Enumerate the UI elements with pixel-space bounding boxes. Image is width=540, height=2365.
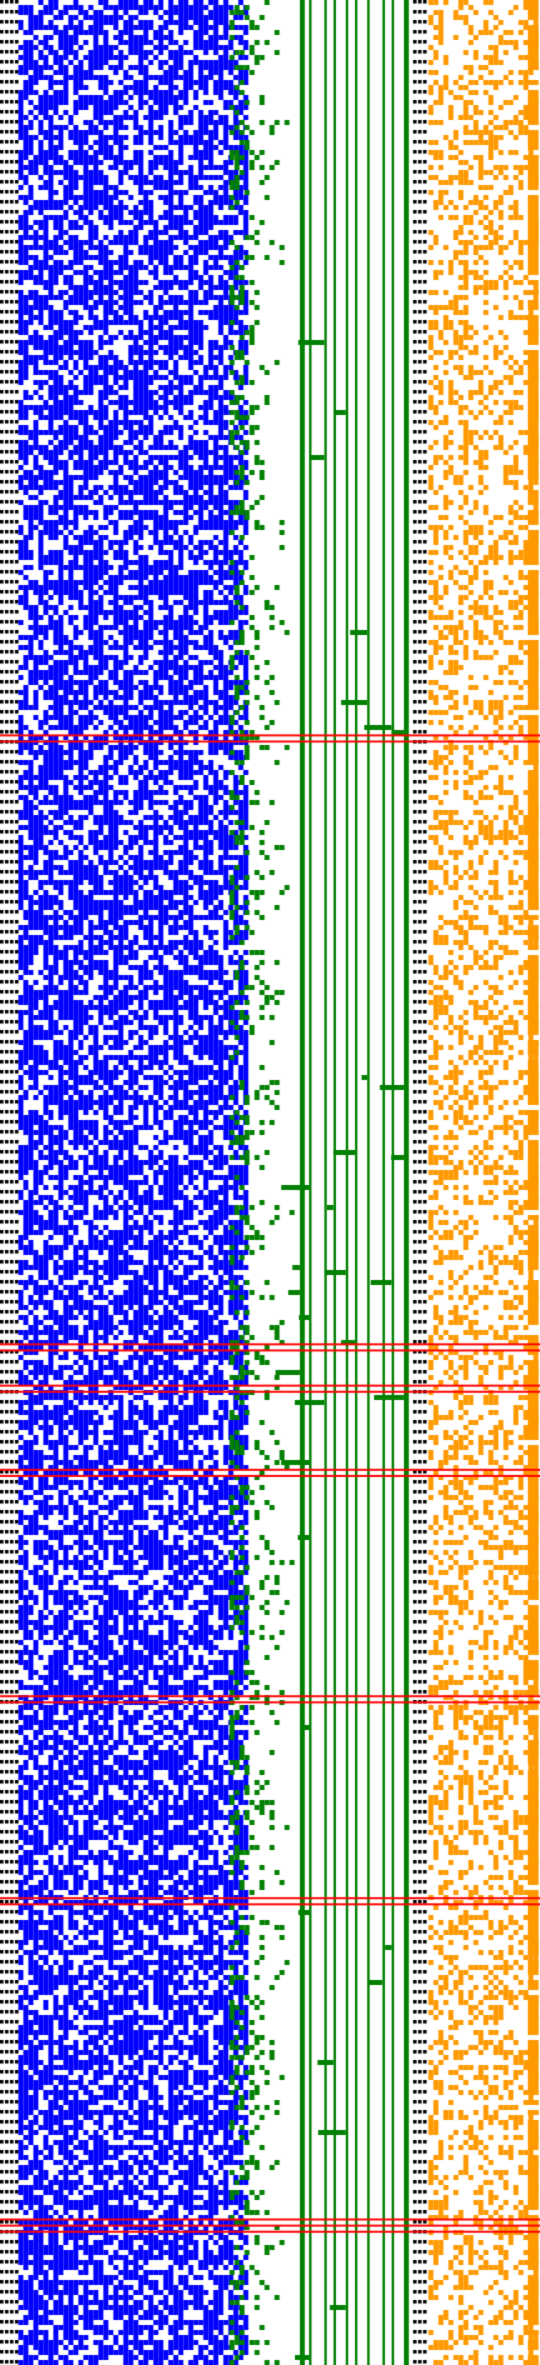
- matrix-canvas: [0, 0, 540, 2365]
- sparsity-visualization: [0, 0, 540, 2365]
